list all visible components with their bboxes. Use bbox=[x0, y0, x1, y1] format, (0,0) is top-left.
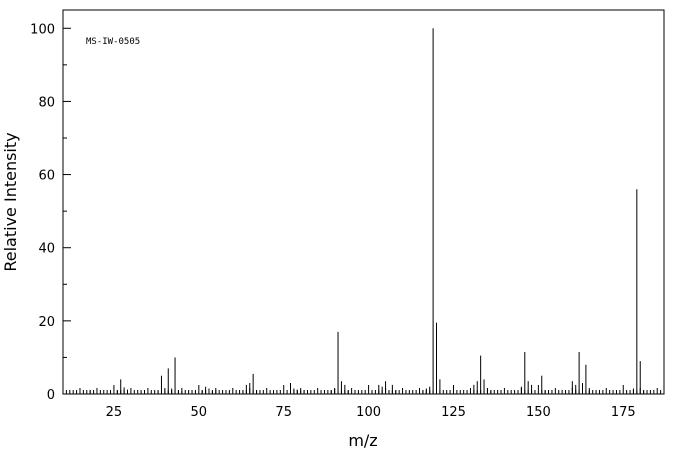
y-tick-label: 60 bbox=[38, 169, 55, 184]
y-axis-title: Relative Intensity bbox=[1, 132, 20, 271]
y-tick-label: 80 bbox=[38, 95, 55, 110]
x-minor-ticks bbox=[62, 388, 665, 394]
annotation-label: MS-IW-0505 bbox=[86, 37, 140, 47]
x-tick-label: 50 bbox=[191, 405, 208, 420]
y-tick-label: 100 bbox=[30, 22, 55, 37]
y-axis-ticks: 0 20 40 60 80 100 bbox=[30, 22, 71, 403]
y-tick-label: 40 bbox=[38, 242, 55, 257]
plot-frame bbox=[62, 9, 665, 395]
x-tick-label: 100 bbox=[356, 405, 381, 420]
x-tick-label: 125 bbox=[441, 405, 466, 420]
spectrum-peaks bbox=[79, 28, 645, 394]
x-tick-label: 175 bbox=[611, 405, 636, 420]
x-tick-label: 25 bbox=[106, 405, 123, 420]
y-tick-label: 0 bbox=[47, 388, 55, 403]
x-tick-label: 150 bbox=[526, 405, 551, 420]
x-axis-ticks: 25 50 75 100 125 150 175 bbox=[106, 385, 636, 420]
y-tick-label: 20 bbox=[38, 315, 55, 330]
x-tick-label: 75 bbox=[275, 405, 292, 420]
x-axis-title: m/z bbox=[348, 431, 377, 450]
